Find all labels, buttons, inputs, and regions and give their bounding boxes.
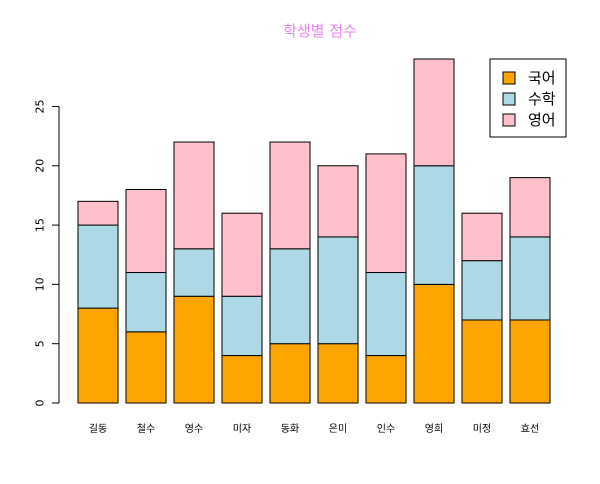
bar-segment bbox=[125, 331, 167, 404]
bar-segment bbox=[77, 307, 119, 404]
x-tick-label: 미정 bbox=[473, 423, 491, 435]
bar-segment bbox=[461, 319, 503, 404]
bar-segment bbox=[509, 236, 551, 321]
bar-segment bbox=[173, 248, 215, 297]
bar-segment bbox=[413, 283, 455, 404]
x-axis-labels: 길동 철수 영수 미자 동화 은미 인수 영희 미정 효선 bbox=[89, 422, 539, 435]
legend-label: 수학 bbox=[528, 90, 556, 108]
bar-segment bbox=[413, 58, 455, 167]
bar-segment bbox=[125, 272, 167, 333]
bar-segment bbox=[77, 200, 119, 226]
legend-swatch bbox=[502, 71, 516, 85]
x-tick-label: 동화 bbox=[281, 423, 299, 435]
bar-segment bbox=[269, 343, 311, 404]
bar-segment bbox=[125, 188, 167, 274]
y-tick-label: 25 bbox=[34, 99, 47, 113]
legend-label: 국어 bbox=[528, 69, 556, 87]
bar-segment bbox=[221, 295, 263, 357]
y-tick-label: 15 bbox=[34, 218, 47, 232]
x-tick-label: 길동 bbox=[89, 422, 107, 435]
x-tick-label: 철수 bbox=[137, 423, 155, 435]
bar-segment bbox=[269, 141, 311, 250]
y-tick-label: 5 bbox=[34, 340, 47, 347]
legend-swatch bbox=[502, 113, 516, 127]
x-tick-label: 미자 bbox=[233, 423, 251, 435]
bar-segment bbox=[461, 212, 503, 262]
bar-segment bbox=[413, 165, 455, 285]
x-tick-label: 인수 bbox=[377, 423, 395, 435]
legend-label: 영어 bbox=[528, 111, 556, 129]
y-tick-label: 20 bbox=[34, 159, 47, 173]
bar-segment bbox=[365, 272, 407, 357]
bar-segment bbox=[77, 224, 119, 309]
bar-segment bbox=[173, 141, 215, 250]
bar-segment bbox=[221, 355, 263, 404]
x-tick-label: 효선 bbox=[521, 423, 539, 435]
y-tick-label: 10 bbox=[34, 277, 47, 291]
chart-title: 학생별 점수 bbox=[283, 22, 357, 40]
bar-segment bbox=[317, 165, 359, 238]
legend-swatch bbox=[502, 92, 516, 106]
bar-segment bbox=[269, 248, 311, 345]
bar-segment bbox=[509, 319, 551, 404]
bar-segment bbox=[365, 355, 407, 404]
x-tick-label: 영희 bbox=[425, 423, 443, 435]
x-tick-label: 영수 bbox=[185, 423, 203, 435]
bars-group bbox=[77, 58, 551, 404]
bar-segment bbox=[365, 153, 407, 274]
y-tick-label: 0 bbox=[34, 400, 47, 407]
y-axis: 0 5 10 15 20 25 bbox=[34, 99, 60, 407]
bar-segment bbox=[461, 260, 503, 321]
bar-segment bbox=[317, 236, 359, 345]
bar-segment bbox=[173, 295, 215, 404]
bar-segment bbox=[317, 343, 359, 404]
x-tick-label: 은미 bbox=[329, 423, 347, 435]
bar-segment bbox=[221, 212, 263, 297]
bar-segment bbox=[509, 177, 551, 238]
